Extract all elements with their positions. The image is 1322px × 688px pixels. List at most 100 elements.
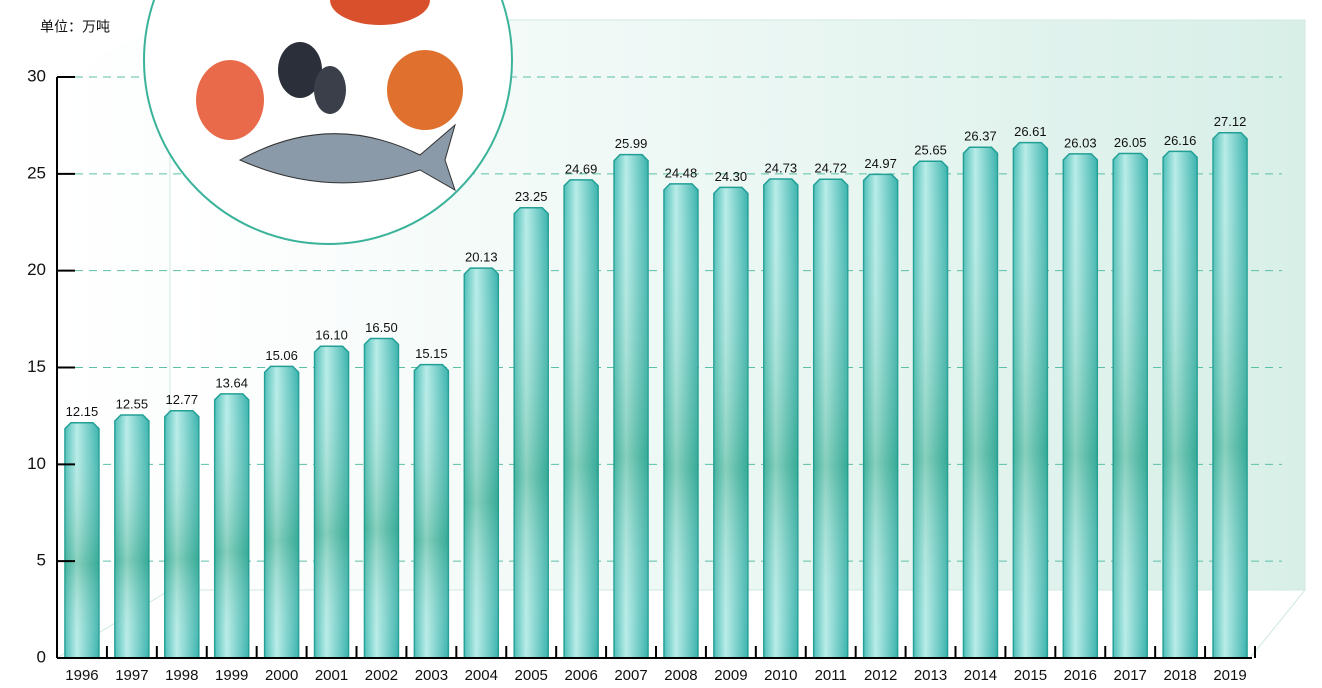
value-label: 25.99: [615, 136, 648, 151]
x-tick-label: 2012: [864, 667, 897, 684]
bar-shade: [364, 338, 399, 658]
bar: [64, 421, 100, 659]
x-tick-label: 2003: [415, 667, 448, 684]
x-tick-label: 2008: [664, 667, 697, 684]
bar: [713, 186, 749, 659]
x-tick-label: 2000: [265, 667, 298, 684]
bar: [1162, 150, 1198, 659]
x-tick-label: 2013: [914, 667, 947, 684]
bar-shade: [1063, 153, 1098, 658]
bar: [1112, 152, 1148, 659]
bar-shade: [114, 414, 149, 658]
value-label: 24.72: [814, 161, 847, 176]
y-tick-label: 5: [37, 551, 46, 570]
bar-shade: [64, 422, 99, 658]
value-label: 26.05: [1114, 135, 1147, 150]
bar-shade: [913, 161, 948, 658]
bar: [363, 337, 400, 659]
value-label: 24.48: [665, 165, 698, 180]
bar: [313, 345, 350, 659]
bar-shade: [214, 393, 249, 658]
value-label: 26.61: [1014, 124, 1047, 139]
bar: [563, 179, 599, 659]
x-tick-label: 2016: [1064, 667, 1097, 684]
bar: [263, 365, 300, 659]
x-tick-label: 1999: [215, 667, 248, 684]
x-tick-label: 2010: [764, 667, 797, 684]
bar-shade: [813, 179, 848, 659]
bar-shade: [514, 207, 549, 658]
y-tick-label: 15: [27, 357, 46, 376]
value-label: 24.73: [765, 160, 798, 175]
x-tick-label: 2018: [1163, 667, 1196, 684]
value-label: 26.37: [964, 129, 997, 144]
bar: [413, 363, 450, 659]
bar-shade: [1013, 142, 1048, 658]
bar: [164, 409, 200, 659]
bar: [213, 393, 250, 659]
value-label: 15.15: [415, 346, 448, 361]
bar: [763, 178, 799, 659]
x-tick-label: 2011: [815, 667, 847, 684]
value-label: 25.65: [914, 143, 947, 158]
value-label: 26.16: [1164, 133, 1197, 148]
bar: [114, 414, 150, 659]
y-tick-label: 0: [37, 647, 46, 666]
y-tick-label: 10: [27, 454, 46, 473]
x-tick-label: 1998: [165, 667, 198, 684]
value-label: 13.64: [215, 375, 248, 390]
bar-shade: [414, 364, 449, 658]
x-tick-label: 2005: [515, 667, 548, 684]
bar-shade: [614, 154, 649, 658]
value-label: 26.03: [1064, 135, 1097, 150]
value-label: 16.50: [365, 320, 398, 335]
y-tick-label: 20: [27, 260, 46, 279]
x-tick-label: 2001: [315, 667, 348, 684]
x-tick-label: 2009: [714, 667, 747, 684]
y-tick-label: 25: [27, 163, 46, 182]
bars: [64, 132, 1248, 659]
value-label: 16.10: [315, 328, 348, 343]
bar: [1212, 132, 1248, 659]
bar-shade: [663, 183, 698, 659]
bar-shade: [264, 366, 299, 658]
bar-shade: [1113, 153, 1148, 658]
x-tick-label: 2007: [614, 667, 647, 684]
y-tick-label: 30: [27, 66, 46, 85]
value-label: 24.30: [715, 169, 748, 184]
value-label: 27.12: [1214, 114, 1247, 129]
bar: [663, 183, 699, 659]
bar-shade: [464, 268, 499, 658]
unit-label: 单位：万吨: [40, 19, 110, 35]
bar: [613, 153, 649, 659]
x-tick-label: 2015: [1014, 667, 1047, 684]
bar-shade: [963, 147, 998, 658]
bar-shade: [1213, 132, 1248, 658]
bar: [962, 146, 999, 659]
x-tick-label: 2004: [465, 667, 498, 684]
value-label: 24.69: [565, 161, 598, 176]
value-label: 12.77: [166, 392, 199, 407]
value-label: 23.25: [515, 189, 548, 204]
x-tick-label: 2014: [964, 667, 997, 684]
value-label: 24.97: [864, 156, 897, 171]
bar: [862, 173, 899, 659]
value-label: 15.06: [265, 348, 298, 363]
value-label: 12.55: [116, 396, 149, 411]
x-tick-label: 1996: [65, 667, 98, 684]
bar: [513, 206, 549, 659]
bar: [1012, 141, 1049, 659]
x-tick-label: 2017: [1114, 667, 1147, 684]
bar: [912, 160, 949, 659]
bar: [463, 267, 500, 659]
value-label: 20.13: [465, 250, 498, 265]
bar: [812, 178, 849, 659]
illustration: [143, 0, 513, 245]
x-tick-label: 1997: [115, 667, 148, 684]
bar-shade: [564, 179, 599, 658]
bar-shade: [164, 410, 199, 658]
bar-shade: [1163, 151, 1198, 659]
bar-shade: [863, 174, 898, 658]
x-tick-label: 2006: [564, 667, 597, 684]
